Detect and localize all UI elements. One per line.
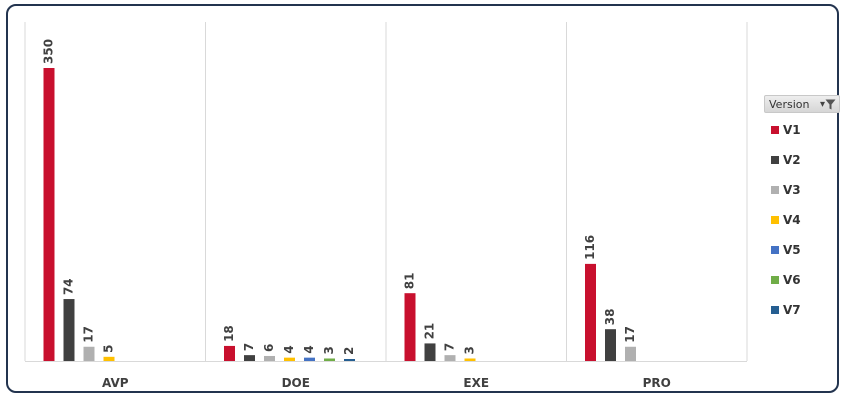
bar-avp-v4[interactable]	[103, 356, 115, 361]
bar-exe-v1[interactable]	[404, 293, 416, 361]
data-label: 21	[423, 323, 437, 340]
legend-swatch	[771, 156, 779, 164]
data-label: 3	[322, 346, 336, 354]
data-label: 17	[82, 326, 96, 343]
bar-pro-v3[interactable]	[625, 346, 636, 361]
legend-label: V1	[783, 123, 801, 137]
legend-swatch	[771, 216, 779, 224]
data-label: 17	[623, 326, 637, 343]
data-label: 7	[242, 343, 256, 351]
data-label: 5	[102, 344, 116, 352]
bar-doe-v1[interactable]	[224, 345, 235, 361]
legend-swatch	[771, 186, 779, 194]
legend-swatch	[771, 126, 779, 134]
data-label: 81	[403, 272, 417, 289]
bar-doe-v2[interactable]	[244, 355, 255, 361]
data-label: 4	[282, 345, 296, 353]
legend-swatch	[771, 276, 779, 284]
funnel-filter-icon	[825, 99, 836, 109]
data-label: 38	[603, 308, 617, 325]
legend-item-v1[interactable]: V1	[764, 115, 840, 145]
data-label: 350	[42, 39, 56, 64]
bar-pro-v2[interactable]	[605, 329, 616, 361]
legend-item-v2[interactable]: V2	[764, 145, 840, 175]
legend-swatch	[771, 306, 779, 314]
bar-avp-v2[interactable]	[63, 299, 75, 361]
legend-label: V3	[783, 183, 801, 197]
legend-label: V7	[783, 303, 801, 317]
x-tick-label: AVP	[102, 376, 129, 390]
bar-exe-v3[interactable]	[444, 355, 456, 361]
bar-avp-v3[interactable]	[83, 346, 95, 361]
data-label: 6	[262, 344, 276, 352]
x-tick-label: EXE	[463, 376, 489, 390]
bar-doe-v6[interactable]	[324, 358, 335, 361]
legend-item-v7[interactable]: V7	[764, 295, 840, 325]
legend-label: V2	[783, 153, 801, 167]
legend-item-v3[interactable]: V3	[764, 175, 840, 205]
bar-exe-v4[interactable]	[464, 358, 476, 361]
legend-label: V4	[783, 213, 801, 227]
bar-pro-v1[interactable]	[585, 263, 596, 361]
data-label: 7	[443, 343, 457, 351]
x-tick-label: PRO	[643, 376, 671, 390]
bar-doe-v7[interactable]	[344, 359, 355, 361]
data-label: 18	[222, 325, 236, 342]
data-label: 74	[62, 278, 76, 295]
legend-item-v6[interactable]: V6	[764, 265, 840, 295]
data-label: 3	[463, 346, 477, 354]
legend: Version ▾ V1 V2 V3 V4 V5 V6 V7	[764, 95, 840, 325]
legend-title: Version	[769, 97, 810, 111]
bar-doe-v5[interactable]	[304, 357, 315, 361]
x-tick-label: DOE	[282, 376, 310, 390]
legend-header[interactable]: Version ▾	[764, 95, 840, 113]
data-label: 4	[302, 345, 316, 353]
dropdown-arrow-icon: ▾	[819, 98, 825, 110]
legend-item-v5[interactable]: V5	[764, 235, 840, 265]
bar-exe-v2[interactable]	[424, 343, 436, 361]
bar-doe-v3[interactable]	[264, 355, 275, 361]
legend-swatch	[771, 246, 779, 254]
chart-frame	[6, 4, 839, 393]
data-label: 2	[342, 347, 356, 355]
data-label: 116	[583, 235, 597, 260]
filter-button[interactable]: ▾	[820, 99, 836, 110]
legend-label: V5	[783, 243, 801, 257]
legend-label: V6	[783, 273, 801, 287]
bar-doe-v4[interactable]	[284, 357, 295, 361]
bar-avp-v1[interactable]	[43, 68, 55, 361]
legend-item-v4[interactable]: V4	[764, 205, 840, 235]
